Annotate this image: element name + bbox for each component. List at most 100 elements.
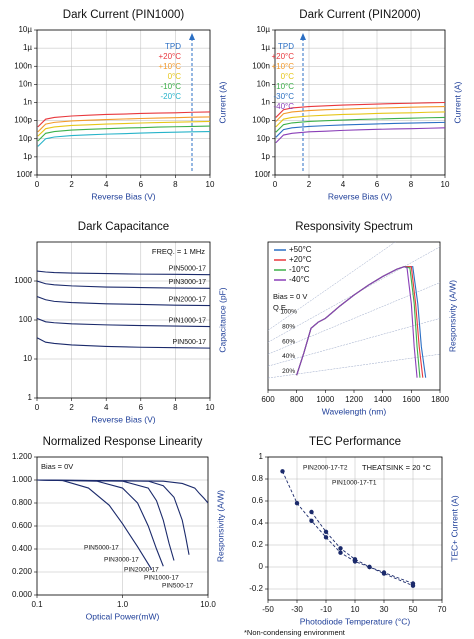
chart-title: Dark Current (PIN1000): [63, 9, 185, 21]
curve-label: PIN2000-17-T2: [303, 465, 348, 472]
y-tick-label: 0.600: [12, 521, 33, 530]
point: [294, 501, 300, 506]
chart-title: Normalized Response Linearity: [43, 436, 203, 448]
y-tick-label: 10p: [19, 134, 33, 143]
axis-label: TEC+ Current (A): [449, 495, 459, 562]
axis-label: Current (A): [217, 81, 227, 123]
y-tick-label: -0.2: [249, 584, 263, 593]
y-tick-label: 1000: [14, 276, 32, 285]
y-tick-label: 0.8: [252, 474, 264, 483]
y-tick-label: 0.800: [12, 498, 33, 507]
qe-line: [268, 282, 440, 355]
arrow-head: [300, 33, 306, 40]
curve-label: PIN1000-17: [144, 575, 179, 582]
point: [309, 509, 314, 515]
y-tick-label: 0.400: [12, 544, 33, 553]
x-tick-label: 0: [35, 180, 40, 189]
legend-entry: +20°C: [158, 52, 181, 61]
qe-label: 100%: [280, 309, 297, 316]
series-line: [275, 101, 445, 118]
chart-title: Dark Current (PIN2000): [299, 9, 421, 21]
x-tick-label: -10: [320, 605, 332, 614]
legend-entry: -40°C: [273, 102, 294, 111]
chart-title: Dark Capacitance: [78, 221, 169, 233]
y-tick-label: 0.200: [12, 567, 33, 576]
x-tick-label: 70: [438, 605, 447, 614]
axis-label: Reverse Bias (V): [91, 191, 155, 201]
y-tick-label: 1n: [23, 98, 32, 107]
axis-label: Current (A): [452, 81, 462, 123]
series-line: [296, 266, 424, 378]
point: [338, 550, 343, 555]
annotation: Q.E.: [273, 303, 288, 312]
y-tick-label: 0.2: [252, 540, 264, 549]
x-tick-label: 2: [69, 180, 74, 189]
y-tick-label: 100p: [14, 116, 32, 125]
y-tick-label: 0: [259, 562, 264, 571]
curve-label: PIN5000-17: [169, 266, 206, 273]
y-tick-label: 0.6: [252, 496, 264, 505]
y-tick-label: 100p: [252, 116, 270, 125]
plot-frame: [267, 456, 443, 601]
y-tick-label: 10µ: [256, 25, 270, 34]
point: [338, 546, 343, 551]
y-tick-label: 1p: [23, 152, 32, 161]
qe-label: 40%: [282, 353, 295, 360]
y-tick-label: 10n: [19, 79, 32, 88]
legend-entry: -30°C: [273, 92, 294, 101]
series-line: [296, 266, 418, 378]
series-line: [37, 280, 210, 289]
axis-label: Responsivity (A/W): [215, 490, 225, 562]
axis-label: Capacitance (pF): [217, 287, 227, 352]
legend-entry: -20°C: [160, 92, 181, 101]
qe-line: [268, 246, 440, 343]
series-line: [296, 266, 421, 378]
series-line: [37, 317, 210, 328]
axis-label: Wavelength (nm): [322, 406, 387, 416]
legend-entry: -10°C: [160, 82, 181, 91]
y-tick-label: 0.4: [252, 518, 264, 527]
legend-entry: +20°C: [271, 52, 294, 61]
x-tick-label: 50: [409, 605, 418, 614]
x-tick-label: -50: [262, 605, 274, 614]
curve-label: PIN1000-17: [169, 317, 206, 324]
x-tick-label: 4: [104, 180, 109, 189]
y-tick-label: 10p: [257, 134, 271, 143]
y-tick-label: 0.000: [12, 590, 33, 599]
series-line: [37, 479, 164, 567]
axis-label: Optical Power(mW): [86, 611, 160, 621]
y-tick-label: 1p: [261, 152, 270, 161]
series-line: [275, 116, 445, 133]
series-line: [37, 337, 210, 349]
chart-title: Responsivity Spectrum: [295, 221, 413, 233]
y-tick-label: 10n: [257, 79, 270, 88]
plot-frame: [267, 241, 441, 391]
x-tick-label: 2: [69, 403, 74, 412]
series-line: [275, 121, 445, 138]
chart-title: TEC Performance: [309, 436, 401, 448]
series-line: [37, 270, 210, 276]
y-tick-label: 100f: [254, 170, 270, 179]
curve-label: PIN3000-17: [169, 279, 206, 286]
plot-frame: [36, 241, 211, 399]
curve-label: PIN3000-17: [104, 557, 139, 564]
point: [323, 529, 329, 534]
legend-entry: +10°C: [158, 62, 181, 71]
point: [280, 469, 285, 474]
plot-frame: [36, 29, 211, 176]
series-line: [275, 105, 445, 122]
y-tick-label: 100n: [14, 61, 32, 70]
x-tick-label: 1400: [374, 395, 392, 404]
series-line: [296, 266, 427, 378]
series-line: [37, 296, 210, 307]
x-tick-label: 6: [375, 180, 380, 189]
series-line: [275, 127, 445, 144]
point: [323, 535, 329, 540]
x-tick-label: 2: [307, 180, 312, 189]
series-line: [37, 479, 208, 504]
annotation: FREQ. = 1 MHz: [152, 247, 205, 256]
legend-entry: -10°C: [289, 265, 310, 274]
x-tick-label: 10.0: [200, 600, 216, 609]
